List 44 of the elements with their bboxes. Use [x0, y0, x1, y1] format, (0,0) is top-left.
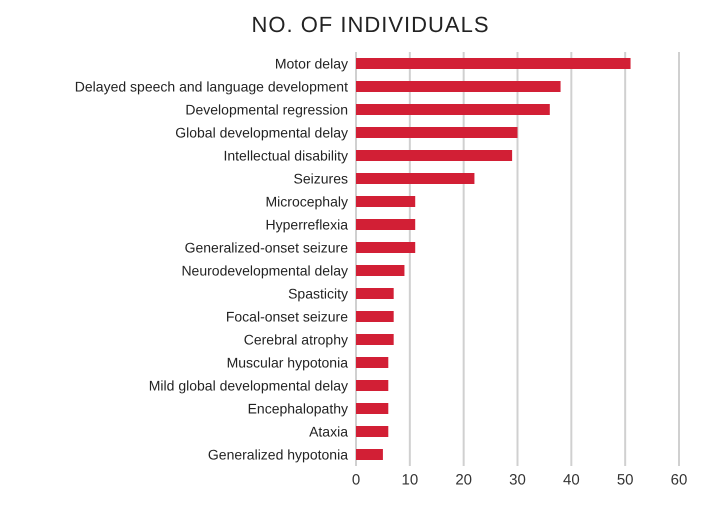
bar — [356, 242, 416, 253]
y-tick-label: Motor delay — [274, 55, 348, 72]
bar — [356, 196, 416, 207]
bar — [356, 219, 416, 230]
y-tick-label: Microcephaly — [266, 193, 348, 210]
bar — [356, 288, 394, 299]
x-tick-label: 40 — [562, 472, 580, 489]
y-tick-label: Muscular hypotonia — [226, 354, 348, 370]
x-tick-label: 20 — [455, 472, 472, 489]
bar — [356, 449, 383, 460]
y-tick-label: Hyperreflexia — [266, 216, 348, 232]
bar — [356, 81, 561, 92]
y-tick-label: Spasticity — [288, 285, 348, 302]
y-tick-label: Intellectual disability — [223, 147, 348, 164]
y-tick-label: Delayed speech and language development — [74, 78, 348, 94]
x-tick-label: 30 — [509, 472, 526, 489]
bar — [356, 127, 518, 138]
y-tick-label: Generalized-onset seizure — [184, 239, 348, 256]
y-tick-label: Neurodevelopmental delay — [181, 262, 348, 278]
bar — [356, 403, 388, 414]
chart-title: NO. OF INDIVIDUALS — [250, 12, 491, 39]
x-tick-label: 50 — [616, 472, 634, 489]
bar — [356, 104, 550, 115]
y-tick-label: Encephalopathy — [248, 400, 348, 416]
bar — [356, 265, 404, 276]
y-tick-label: Developmental regression — [185, 101, 348, 118]
bar — [356, 334, 394, 345]
bar — [356, 173, 474, 184]
y-tick-label: Seizures — [294, 170, 348, 186]
y-tick-label: Global developmental delay — [175, 124, 348, 140]
x-tick-label: 60 — [670, 472, 688, 489]
y-tick-label: Focal-onset seizure — [226, 308, 348, 324]
bar — [356, 58, 631, 69]
bar — [356, 380, 388, 391]
y-tick-label: Mild global developmental delay — [148, 377, 348, 394]
y-tick-label: Cerebral atrophy — [244, 331, 348, 348]
bar — [356, 150, 512, 161]
bar — [356, 426, 388, 437]
x-tick-label: 0 — [352, 472, 360, 489]
bar — [356, 311, 394, 322]
bar — [356, 357, 388, 368]
y-tick-label: Generalized hypotonia — [208, 446, 348, 462]
y-tick-label: Ataxia — [309, 423, 348, 440]
x-tick-label: 10 — [401, 472, 418, 489]
